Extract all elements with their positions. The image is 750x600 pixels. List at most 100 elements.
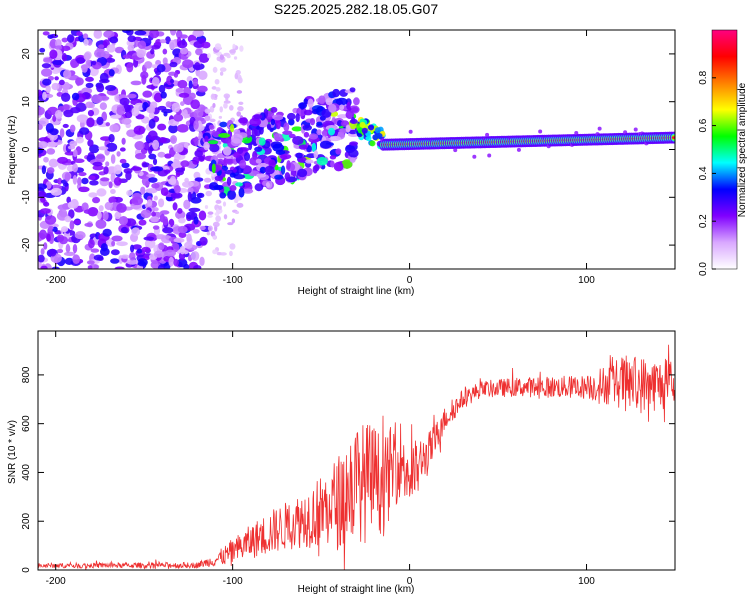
heatmap-cell (71, 92, 80, 101)
heatmap-cell (99, 72, 109, 83)
heatmap-cell (194, 150, 203, 158)
heatmap-cell (119, 97, 130, 106)
heatmap-cell (286, 112, 296, 121)
heatmap-cell (135, 114, 145, 120)
heatmap-cell (216, 251, 222, 256)
heatmap-cell (215, 215, 222, 222)
heatmap-cell (328, 103, 337, 113)
colorbar-tick-label: 0.4 (698, 166, 709, 180)
heatmap-cell (57, 177, 63, 185)
heatmap-cell (114, 211, 122, 220)
heatmap-cell (222, 146, 232, 156)
heatmap-cell (190, 251, 200, 261)
heatmap-cell (138, 219, 147, 226)
heatmap-cell (41, 165, 47, 175)
heatmap-cell (453, 148, 458, 153)
heatmap-cell (157, 264, 165, 269)
heatmap-cell (134, 141, 145, 151)
heatmap-cell (100, 136, 112, 141)
heatmap-cell (209, 118, 216, 123)
heatmap-cell (212, 66, 218, 73)
colorbar-tick-label: 0.0 (698, 262, 709, 276)
heatmap-cell (177, 207, 183, 214)
heatmap-cell (253, 114, 263, 120)
heatmap-cell (236, 90, 243, 94)
heatmap-cell (75, 57, 86, 64)
heatmap-cell (408, 129, 413, 134)
heatmap-cell (42, 78, 52, 86)
heatmap-cell (93, 254, 104, 261)
heatmap-cell (116, 106, 126, 116)
heatmap-cell (339, 128, 348, 134)
heatmap-cell (131, 106, 140, 117)
heatmap-cell (258, 137, 266, 146)
heatmap-cell (159, 210, 170, 215)
heatmap-cell (54, 45, 63, 51)
heatmap-cell (307, 98, 314, 108)
heatmap-cell (248, 142, 253, 151)
heatmap-cell (78, 172, 87, 177)
heatmap-cell (92, 165, 104, 171)
heatmap-cell (254, 146, 263, 152)
heatmap-cell (183, 199, 191, 210)
heatmap-cell (88, 175, 96, 180)
heatmap-cell (86, 117, 95, 128)
heatmap-cell (368, 124, 375, 131)
heatmap-cell (45, 84, 51, 94)
heatmap-cell (237, 106, 244, 112)
heatmap-cell (172, 202, 178, 211)
heatmap-cell (153, 92, 163, 103)
heatmap-cell (44, 215, 57, 225)
heatmap-cell (136, 49, 146, 58)
heatmap-cell (76, 114, 89, 123)
heatmap-cell (98, 205, 104, 212)
heatmap-cell (297, 168, 308, 178)
heatmap-cell (184, 241, 193, 249)
heatmap-cell (159, 39, 167, 44)
heatmap-cell (234, 210, 240, 215)
heatmap-cell (72, 163, 79, 173)
heatmap-cell (148, 153, 157, 160)
heatmap-cell (192, 78, 199, 87)
heatmap-cell (242, 188, 254, 194)
heatmap-cell (204, 108, 211, 114)
heatmap-cell (82, 33, 89, 39)
heatmap-cell (272, 143, 285, 152)
heatmap-cell (130, 166, 143, 171)
heatmap-cell (199, 236, 208, 246)
heatmap-cell (236, 111, 242, 117)
heatmap-cell (49, 38, 58, 49)
heatmap-cell (83, 209, 96, 215)
heatmap-cell (157, 123, 167, 131)
heatmap-cell (152, 139, 160, 150)
heatmap-cell (332, 88, 340, 98)
heatmap-cell (235, 182, 244, 187)
heatmap-cell (121, 162, 130, 169)
heatmap-cell (207, 214, 213, 218)
heatmap-cell (485, 132, 490, 137)
heatmap-cell (110, 249, 120, 256)
heatmap-cell (170, 135, 178, 144)
heatmap-cell (83, 52, 91, 61)
heatmap-cell (145, 188, 158, 194)
heatmap-cell (192, 30, 204, 37)
heatmap-cell (64, 215, 72, 223)
heatmap-cell (227, 189, 236, 200)
heatmap-cell (67, 201, 74, 209)
heatmap-cell (201, 41, 211, 49)
heatmap-x-tick-label: -200 (46, 275, 66, 286)
heatmap-cell (321, 108, 332, 118)
heatmap-cell (73, 219, 81, 225)
snr-x-tick-label: 0 (407, 576, 413, 587)
heatmap-cell (49, 248, 57, 257)
heatmap-cell (233, 174, 246, 180)
heatmap-cell (361, 127, 368, 134)
heatmap-cell (284, 172, 291, 181)
heatmap-cell (197, 192, 205, 198)
heatmap-cell (158, 242, 165, 251)
heatmap-cell (233, 151, 241, 158)
heatmap-y-tick-label: -10 (21, 190, 32, 205)
heatmap-cell (212, 249, 218, 255)
heatmap-cell (137, 40, 147, 49)
